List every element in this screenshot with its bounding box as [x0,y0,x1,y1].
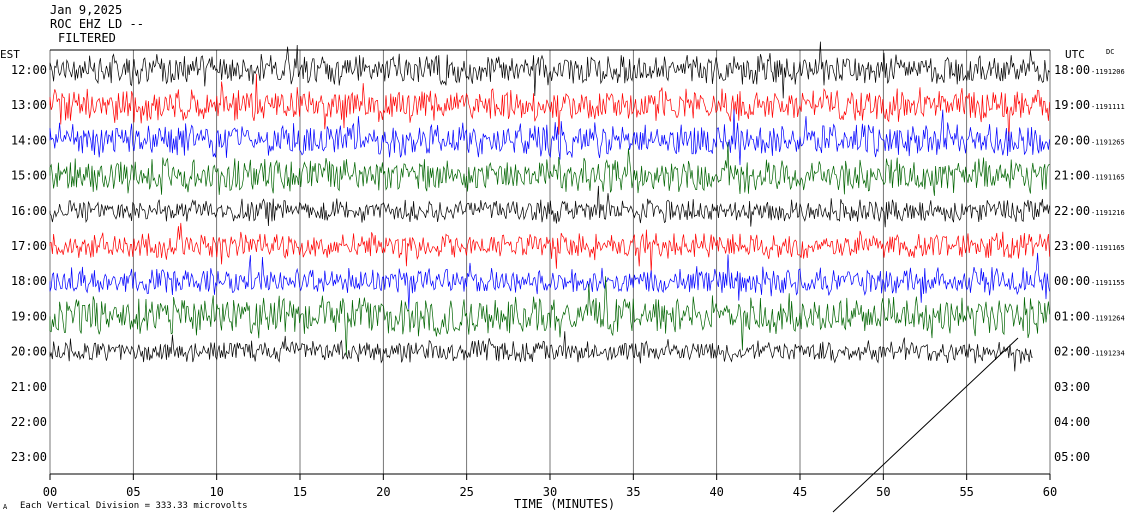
est-row-label: 13:00 [11,98,47,112]
trace-row-6 [49,252,1050,310]
est-row-label: 15:00 [11,169,47,183]
utc-row-label: 00:00 [1054,274,1090,288]
trace-row-0 [49,41,1050,99]
est-row-label: 17:00 [11,239,47,253]
utc-axis-title: UTC [1065,48,1085,61]
corner-mark: A [3,503,8,511]
x-tick-label-10: 10 [209,485,223,499]
est-row-label: 19:00 [11,309,47,323]
dc-offset-label: -1191155 [1091,279,1125,287]
station-label: ROC EHZ LD -- [50,17,144,31]
x-tick-label-40: 40 [709,485,723,499]
est-row-label: 12:00 [11,63,47,77]
x-tick-label-55: 55 [959,485,973,499]
utc-row-label: 04:00 [1054,415,1090,429]
dc-offset-label: -1191111 [1091,103,1125,111]
x-tick-label-45: 45 [793,485,807,499]
x-tick-label-25: 25 [459,485,473,499]
utc-row-label: 03:00 [1054,380,1090,394]
grid-layer [49,50,1051,474]
trace-row-1 [49,73,1050,142]
dc-offset-label: -1191264 [1091,314,1125,322]
est-row-label: 20:00 [11,345,47,359]
dc-offset-label: -1191206 [1091,68,1125,76]
dc-offset-label: -1191234 [1091,350,1125,358]
trace-row-4 [49,185,1050,228]
x-tick-label-60: 60 [1043,485,1057,499]
utc-row-label: 20:00 [1054,133,1090,147]
diagonal-trace [832,337,1019,513]
utc-row-label: 21:00 [1054,169,1090,183]
est-row-label: 22:00 [11,415,47,429]
est-row-label: 23:00 [11,450,47,464]
utc-row-label: 22:00 [1054,204,1090,218]
dc-offset-label: -1191165 [1091,244,1125,252]
utc-row-label: 02:00 [1054,345,1090,359]
x-tick-label-50: 50 [876,485,890,499]
x-tick-label-35: 35 [626,485,640,499]
trace-row-8 [49,331,1033,372]
est-row-label: 16:00 [11,204,47,218]
est-row-label: 18:00 [11,274,47,288]
dc-offset-label: -1191165 [1091,174,1125,182]
x-tick-label-20: 20 [376,485,390,499]
est-row-label: 21:00 [11,380,47,394]
dc-offset-label: -1191265 [1091,138,1125,146]
filter-label: FILTERED [58,31,116,45]
trace-layer [49,41,1050,372]
x-tick-label-00: 00 [43,485,57,499]
dc-axis-title: DC [1106,48,1115,56]
utc-row-label: 18:00 [1054,63,1090,77]
trace-row-3 [49,141,1050,196]
x-tick-label-15: 15 [293,485,307,499]
est-axis-title: EST [0,48,20,61]
utc-row-label: 01:00 [1054,309,1090,323]
utc-row-label: 23:00 [1054,239,1090,253]
date-label: Jan 9,2025 [50,3,123,17]
x-tick-label-30: 30 [543,485,557,499]
trace-row-7 [49,276,1050,356]
scale-note: Each Vertical Division = 333.33 microvol… [20,501,248,511]
x-axis-title: TIME (MINUTES) [514,497,616,511]
trace-row-5 [49,222,1050,273]
trace-row-2 [49,109,1050,166]
x-tick-label-05: 05 [126,485,140,499]
est-row-label: 14:00 [11,133,47,147]
utc-row-label: 19:00 [1054,98,1090,112]
dc-offset-label: -1191216 [1091,209,1125,217]
utc-row-label: 05:00 [1054,450,1090,464]
